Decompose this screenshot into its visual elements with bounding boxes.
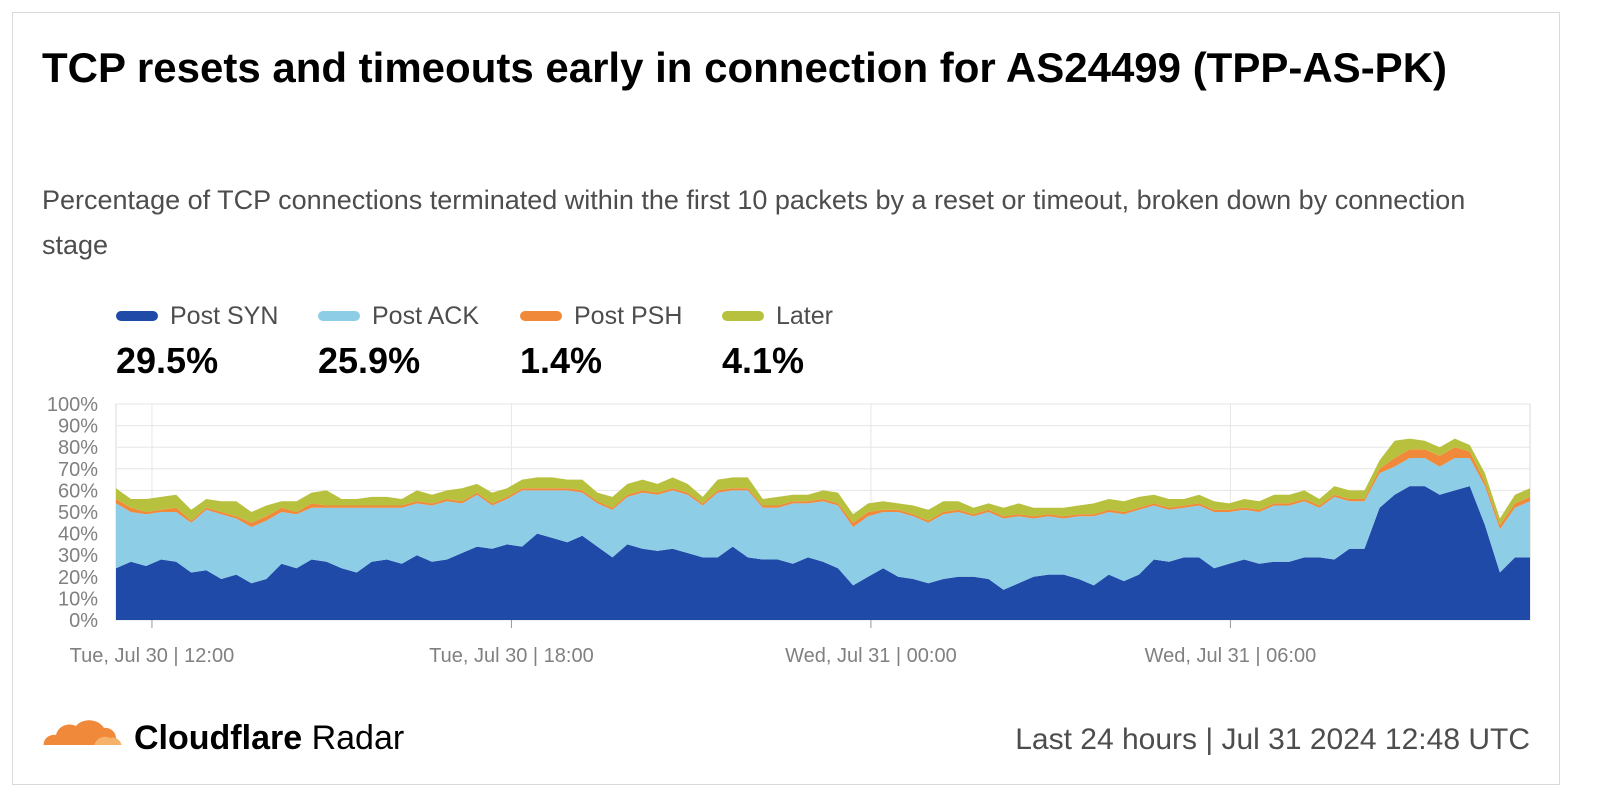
- legend-label-post-ack: Post ACK: [372, 302, 479, 330]
- stacked-area-chart[interactable]: 0%10%20%30%40%50%60%70%80%90%100% Tue, Ju…: [0, 390, 1600, 680]
- cloudflare-cloud-icon: [42, 720, 122, 749]
- y-tick-label: 80%: [58, 437, 98, 459]
- series-area-later[interactable]: [116, 438, 1530, 525]
- brand-name[interactable]: Cloudflare Radar: [134, 716, 404, 760]
- time-range-label: Last 24 hours | Jul 31 2024 12:48 UTC: [1015, 723, 1530, 756]
- y-tick-label: 60%: [58, 480, 98, 502]
- legend-label-post-syn: Post SYN: [170, 302, 279, 330]
- brand-name-bold: Cloudflare: [134, 719, 303, 757]
- legend-swatch-post-ack: [318, 311, 360, 321]
- chart-card: [12, 12, 1560, 785]
- legend-swatch-post-syn: [116, 311, 158, 321]
- chart-subtitle: Percentage of TCP connections terminated…: [42, 185, 1466, 260]
- y-tick-label: 0%: [69, 610, 98, 632]
- x-tick-label: Tue, Jul 30 | 18:00: [429, 645, 594, 667]
- legend-value-post-ack: 25.9%: [318, 340, 421, 381]
- y-tick-label: 40%: [58, 524, 98, 546]
- legend-value-post-psh: 1.4%: [520, 340, 603, 381]
- legend-swatch-later: [722, 311, 764, 321]
- x-tick-label: Tue, Jul 30 | 12:00: [70, 645, 235, 667]
- legend-label-post-psh: Post PSH: [574, 302, 683, 330]
- y-tick-label: 100%: [47, 394, 98, 416]
- y-tick-label: 10%: [58, 588, 98, 610]
- y-tick-label: 20%: [58, 567, 98, 589]
- y-tick-label: 70%: [58, 459, 98, 481]
- series-area-post-ack[interactable]: [116, 458, 1530, 590]
- brand-name-regular: Radar: [311, 719, 405, 757]
- series-area-post-syn[interactable]: [116, 486, 1530, 620]
- series-area-post-psh[interactable]: [116, 447, 1530, 530]
- y-tick-label: 30%: [58, 545, 98, 567]
- legend-value-later: 4.1%: [722, 340, 805, 381]
- legend-swatch-post-psh: [520, 311, 562, 321]
- y-tick-label: 90%: [58, 416, 98, 438]
- chart-title: TCP resets and timeouts early in connect…: [42, 44, 1448, 91]
- legend-value-post-syn: 29.5%: [116, 340, 219, 381]
- x-tick-label: Wed, Jul 31 | 00:00: [785, 645, 957, 667]
- x-tick-label: Wed, Jul 31 | 06:00: [1145, 645, 1317, 667]
- y-tick-label: 50%: [58, 502, 98, 524]
- legend-label-later: Later: [776, 302, 833, 330]
